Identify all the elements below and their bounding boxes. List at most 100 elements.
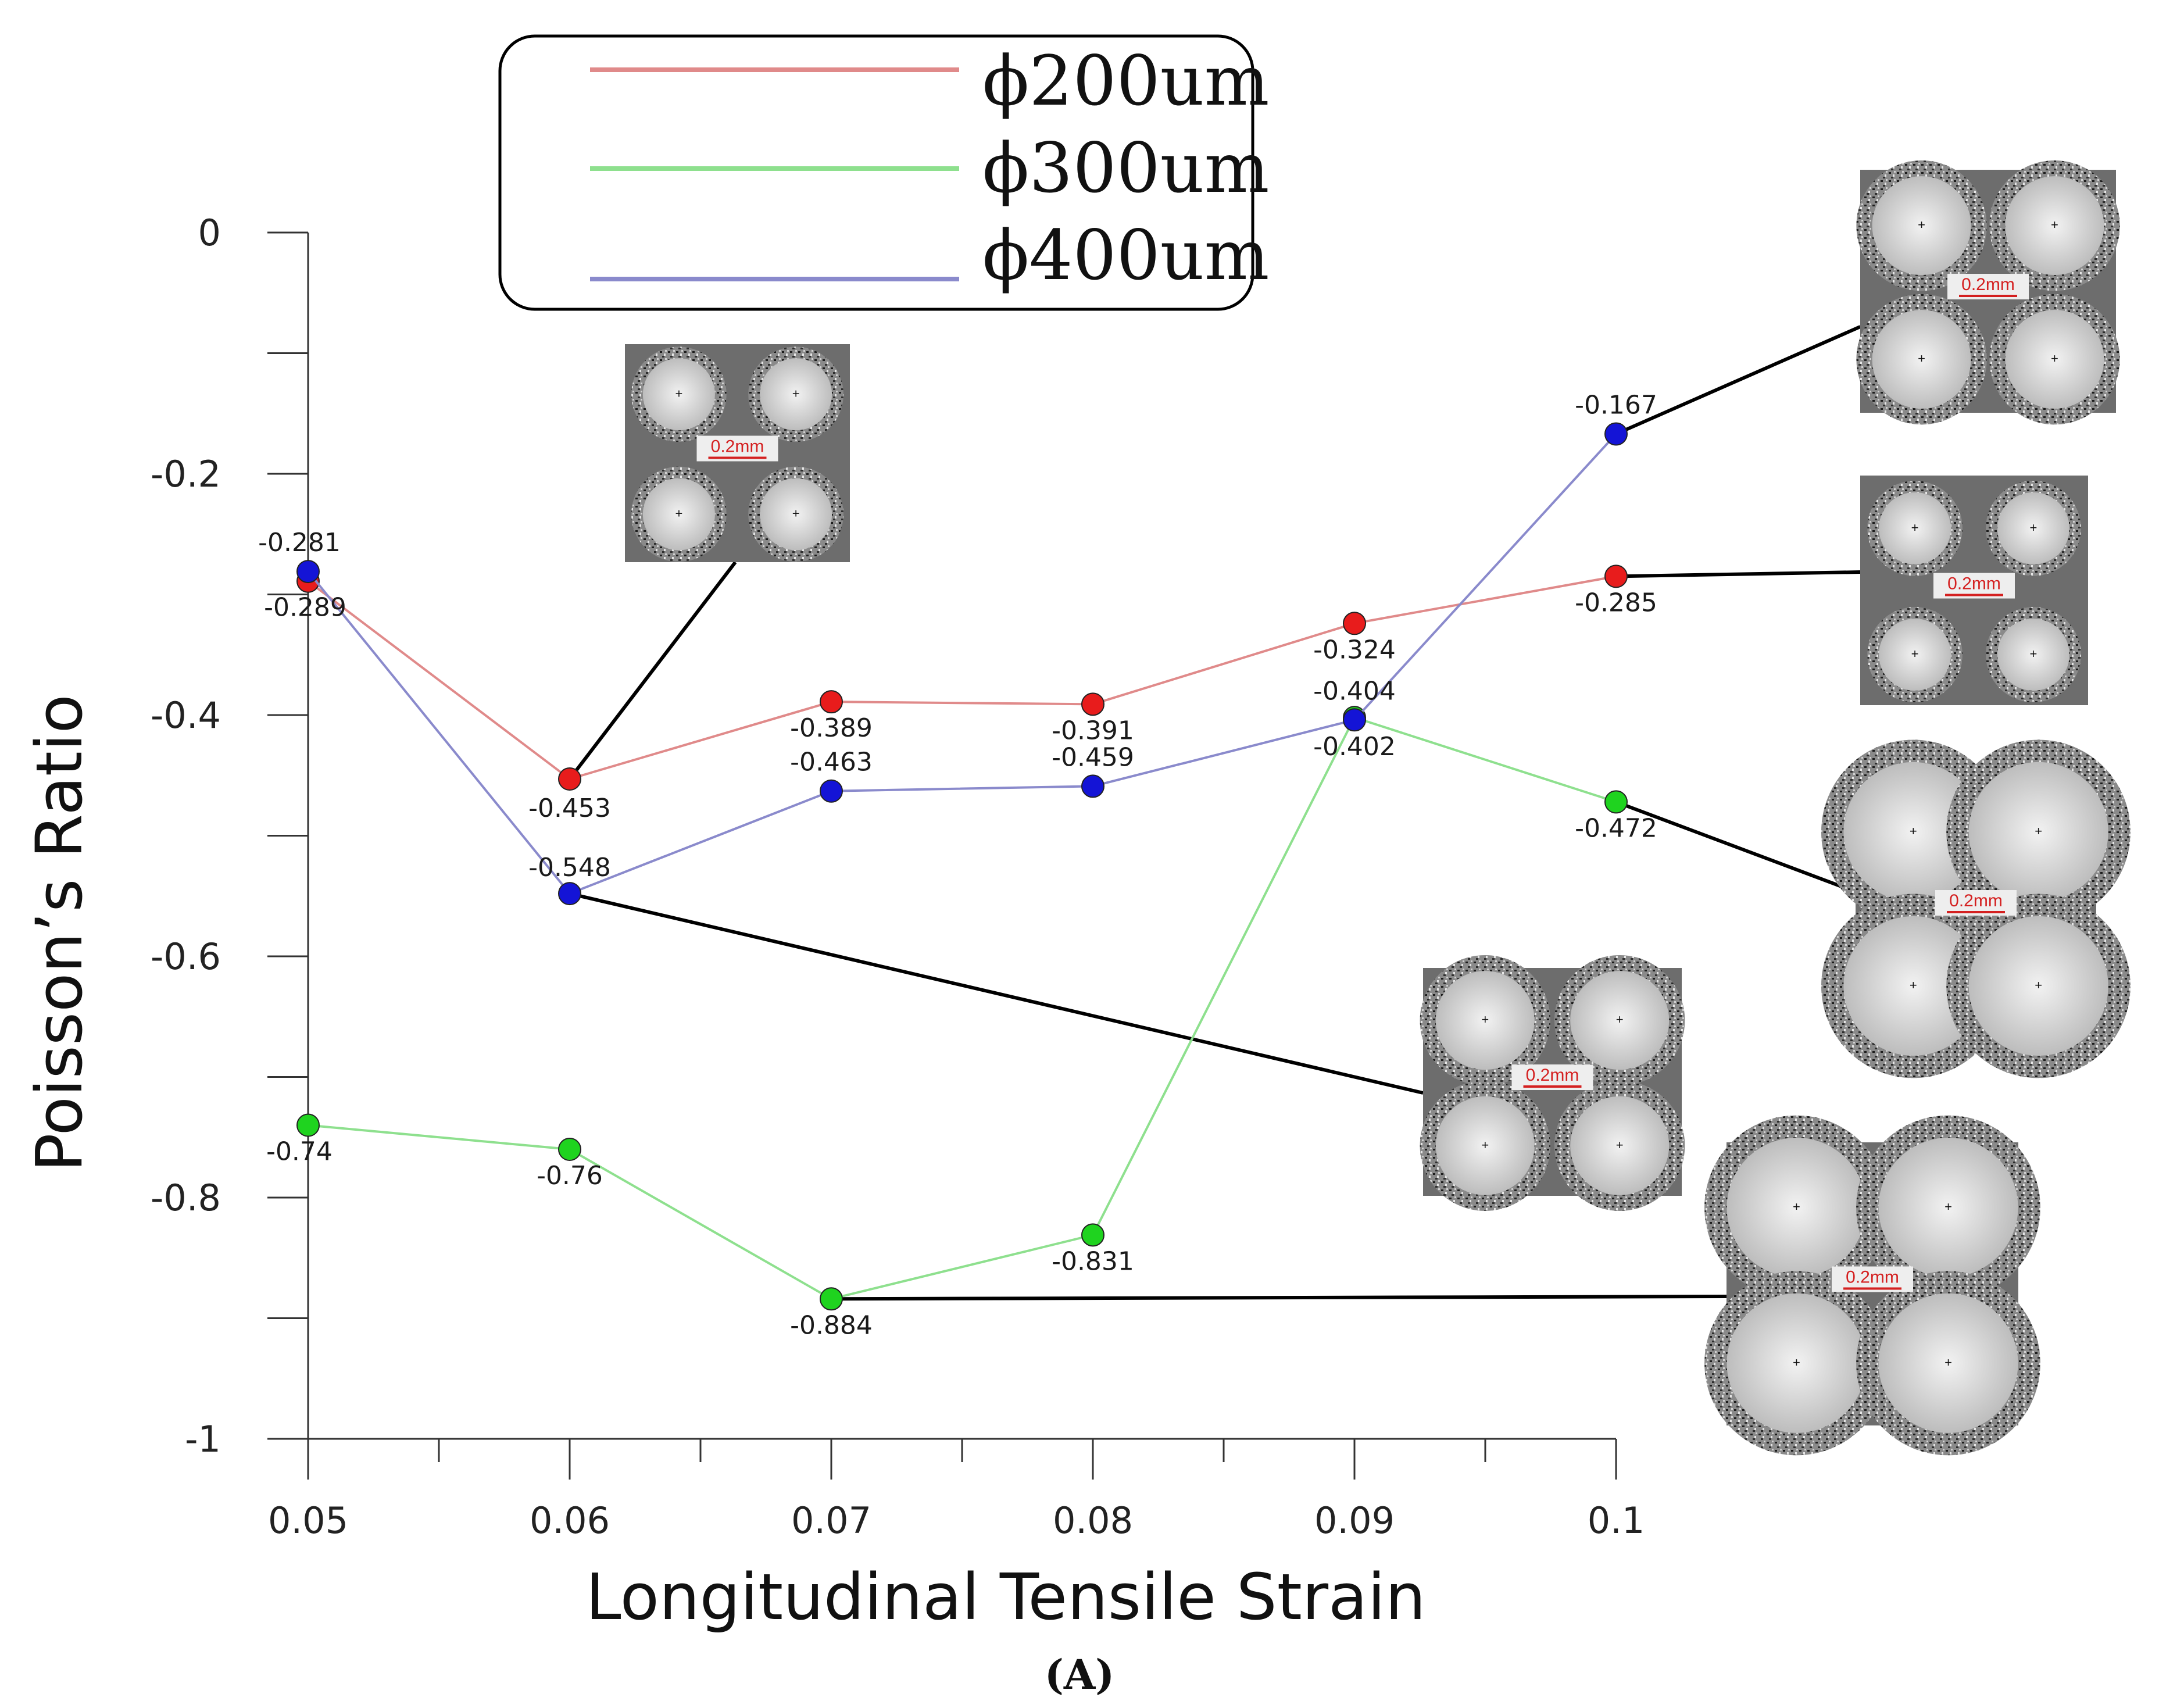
pore-marker: + [1918, 217, 1925, 232]
pore [1997, 492, 2069, 564]
legend-label: ϕ300um [982, 128, 1270, 208]
scale-bar-label: 0.2mm [1947, 574, 2001, 594]
leader-line [569, 892, 1424, 1095]
data-point [296, 560, 320, 584]
pore-marker: + [1918, 351, 1925, 366]
leader-line [1615, 325, 1861, 436]
pore [1435, 1096, 1535, 1195]
y-tick-label: 0 [198, 212, 221, 254]
series-line-1 [308, 716, 1617, 1300]
legend-label: ϕ200um [982, 41, 1270, 121]
data-label: -0.285 [1575, 588, 1657, 617]
pore [1968, 916, 2108, 1056]
data-point [1081, 1223, 1104, 1247]
x-tick-label: 0.09 [1314, 1499, 1395, 1542]
leader-lines [568, 325, 1861, 1301]
series-layer [296, 422, 1628, 1311]
data-label: -0.463 [790, 748, 873, 777]
leader-line [831, 1295, 1727, 1301]
pore [1879, 492, 1951, 564]
micrograph-phi400-0.06: + + + +0.2mm [1420, 955, 1685, 1211]
data-label: -0.281 [258, 528, 341, 558]
pore [1570, 1096, 1670, 1195]
pore [1570, 971, 1670, 1070]
pore-marker: + [2051, 217, 2058, 232]
y-tick-label: -0.6 [151, 935, 221, 978]
data-label: -0.402 [1313, 732, 1396, 762]
leader-line [568, 561, 737, 780]
pore [2005, 310, 2104, 409]
pore [1968, 762, 2108, 902]
pore-marker: + [1911, 646, 1919, 661]
micrograph-phi300-0.07: + + + +0.2mm [1704, 1115, 2040, 1456]
data-point [558, 767, 581, 791]
series-line-0 [307, 575, 1617, 781]
data-point [296, 1113, 320, 1137]
data-point [1081, 774, 1104, 798]
data-point [1081, 692, 1104, 716]
x-tick-label: 0.1 [1588, 1499, 1645, 1542]
pore [1997, 619, 2069, 691]
data-label: -0.831 [1052, 1246, 1134, 1276]
leader-line [1615, 800, 1857, 894]
data-label: -0.167 [1575, 391, 1657, 420]
data-point [1343, 612, 1366, 635]
pore-marker: + [675, 506, 682, 521]
micrograph-phi400-0.1: + + + +0.2mm [1856, 160, 2120, 425]
pore-marker: + [792, 506, 800, 521]
data-point [558, 1138, 581, 1161]
pore [2005, 176, 2104, 276]
pore [1872, 310, 1971, 409]
data-label: -0.289 [264, 593, 346, 623]
data-point [1604, 564, 1628, 588]
pore [642, 478, 715, 551]
pore-marker: + [2029, 520, 2037, 535]
pore-marker: + [1793, 1199, 1800, 1214]
scale-bar-label: 0.2mm [711, 437, 764, 456]
scale-bar-label: 0.2mm [1961, 275, 2015, 294]
pore-marker: + [1910, 978, 1917, 992]
x-tick-label: 0.07 [791, 1499, 871, 1542]
micrograph-phi200-0.1: + + + +0.2mm [1860, 476, 2088, 705]
y-axis-label: Poisson’s Ratio [22, 694, 96, 1172]
series-line-2 [307, 433, 1617, 895]
data-label: -0.391 [1052, 716, 1134, 745]
pore-marker: + [2035, 978, 2042, 992]
data-label: -0.76 [537, 1161, 603, 1191]
pore-marker: + [2029, 646, 2037, 661]
pore-marker: + [2035, 824, 2042, 838]
data-point [820, 779, 843, 803]
y-tick-label: -0.4 [151, 694, 221, 737]
pore [760, 478, 832, 551]
data-point [558, 882, 581, 906]
data-point [1343, 708, 1366, 732]
data-label: -0.548 [528, 853, 611, 882]
pore-marker: + [1793, 1355, 1800, 1370]
micrograph-phi200-0.06: + + + +0.2mm [625, 344, 850, 562]
data-label: -0.324 [1313, 635, 1396, 664]
pore [1878, 1293, 2018, 1433]
pore-marker: + [1944, 1199, 1952, 1214]
data-label: -0.884 [790, 1310, 873, 1340]
pore-marker: + [1481, 1138, 1489, 1152]
panel-label: (A) [1045, 1650, 1115, 1699]
data-label: -0.459 [1052, 742, 1134, 772]
pore-marker: + [792, 386, 800, 401]
data-point [1604, 422, 1628, 446]
pore [1878, 1138, 2018, 1278]
scale-bar-label: 0.2mm [1526, 1066, 1579, 1085]
pore-marker: + [1911, 520, 1919, 535]
data-label: -0.74 [266, 1137, 333, 1167]
legend-label: ϕ400um [982, 215, 1270, 295]
x-axis-label: Longitudinal Tensile Strain [585, 1560, 1425, 1634]
leader-line [1615, 570, 1861, 578]
pore [1872, 176, 1971, 276]
legend-box [498, 34, 1254, 311]
micrograph-phi300-0.1: + + + +0.2mm [1821, 739, 2131, 1078]
y-tick-label: -0.2 [151, 453, 221, 495]
pore [1727, 1293, 1867, 1433]
pore [1727, 1138, 1867, 1278]
axes: 0 -0.2 -0.4 -0.6 -0.8 -1 0.05 0.06 0.07 0.08 0.09 0… [151, 212, 1645, 1542]
